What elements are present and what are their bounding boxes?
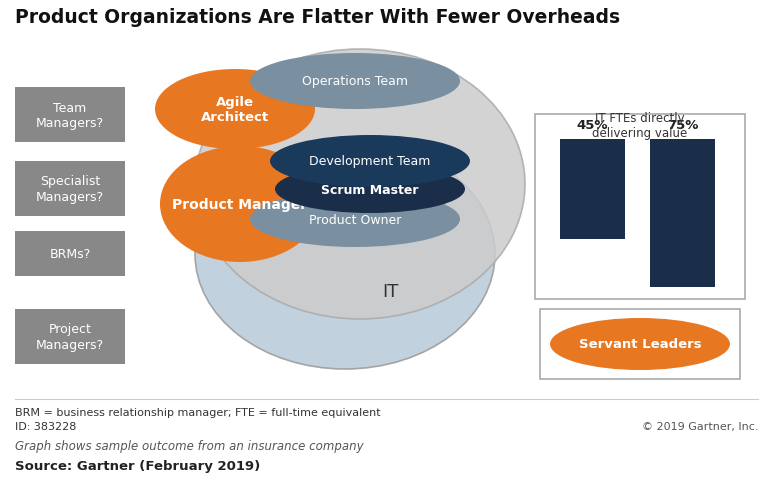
Text: Graph shows sample outcome from an insurance company: Graph shows sample outcome from an insur… [15,439,363,452]
Text: Team
Managers?: Team Managers? [36,101,104,129]
Text: Operations Team: Operations Team [302,76,408,88]
FancyBboxPatch shape [560,140,625,240]
Text: Scrum Master: Scrum Master [322,183,419,196]
FancyBboxPatch shape [15,231,125,276]
Ellipse shape [155,70,315,150]
Text: Product Manager: Product Manager [172,197,308,212]
Text: BRMs?: BRMs? [49,247,90,260]
Ellipse shape [160,147,320,262]
FancyBboxPatch shape [15,309,125,364]
Text: Product Organizations Are Flatter With Fewer Overheads: Product Organizations Are Flatter With F… [15,8,620,27]
FancyBboxPatch shape [15,88,125,143]
Ellipse shape [270,136,470,188]
Ellipse shape [550,318,730,370]
Text: Specialist
Managers?: Specialist Managers? [36,175,104,203]
Text: Servant Leaders: Servant Leaders [579,338,701,351]
Text: Project
Managers?: Project Managers? [36,323,104,351]
Text: BRM = business relationship manager; FTE = full-time equivalent: BRM = business relationship manager; FTE… [15,407,380,417]
Text: © 2019 Gartner, Inc.: © 2019 Gartner, Inc. [642,421,758,431]
Ellipse shape [250,54,460,110]
Text: Business: Business [302,160,388,179]
Ellipse shape [195,50,525,319]
Ellipse shape [250,192,460,247]
Text: Product Owner: Product Owner [308,213,401,226]
FancyBboxPatch shape [535,115,745,300]
Text: Agile
Architect: Agile Architect [201,96,269,124]
FancyBboxPatch shape [15,162,125,216]
Text: IT: IT [382,283,398,301]
Ellipse shape [195,140,495,369]
FancyBboxPatch shape [650,140,715,287]
Text: Development Team: Development Team [309,155,431,168]
Text: ID: 383228: ID: 383228 [15,421,77,431]
Text: 45%: 45% [577,119,608,132]
Text: Source: Gartner (February 2019): Source: Gartner (February 2019) [15,459,261,472]
Text: 75%: 75% [667,119,698,132]
Text: IT FTEs directly
delivering value: IT FTEs directly delivering value [592,112,688,140]
FancyBboxPatch shape [540,309,740,379]
Ellipse shape [275,166,465,213]
